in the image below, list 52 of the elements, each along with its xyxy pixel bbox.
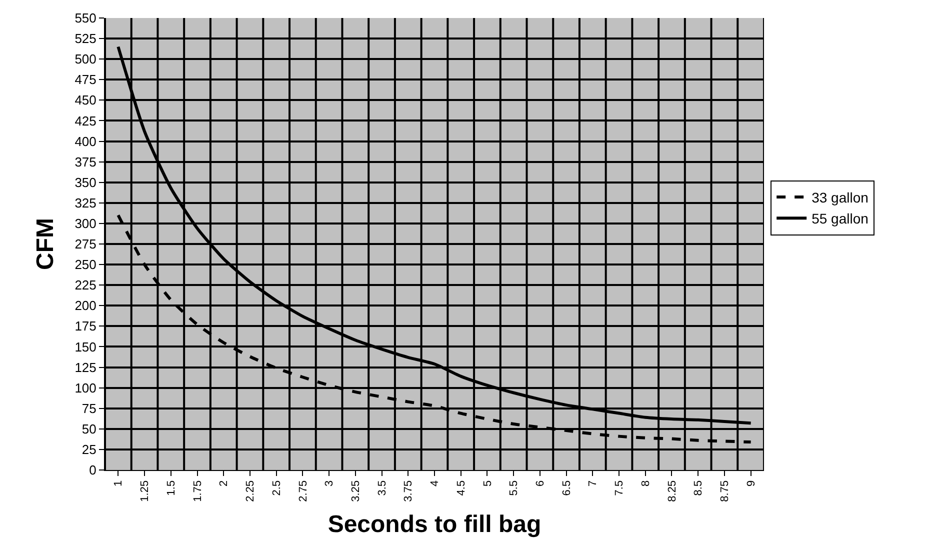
x-tick-label: 1.5 — [165, 480, 178, 496]
x-tick-label: 4 — [429, 480, 442, 487]
x-tick-label: 2.5 — [270, 480, 283, 496]
x-tick-label: 1.75 — [192, 480, 204, 502]
legend-label: 33 gallon — [812, 189, 868, 206]
x-tick-label: 4.5 — [455, 480, 468, 496]
x-tick-label: 8 — [640, 480, 652, 487]
y-tick-label: 375 — [74, 154, 96, 170]
y-tick-label: 75 — [82, 400, 96, 416]
y-tick-label: 300 — [74, 216, 96, 231]
y-tick-label: 175 — [74, 318, 96, 334]
y-tick-label: 350 — [74, 174, 96, 190]
y-tick-label: 275 — [74, 236, 96, 252]
x-tick-label: 2.75 — [297, 480, 310, 502]
x-tick-label: 7.5 — [614, 480, 626, 496]
y-tick-label: 150 — [74, 339, 96, 354]
y-tick-label: 250 — [74, 257, 96, 272]
x-tick-label: 3 — [324, 480, 336, 487]
y-tick-label: 25 — [82, 442, 96, 457]
x-axis-title: Seconds to fill bag — [328, 511, 542, 538]
legend-label: 55 gallon — [812, 210, 868, 227]
y-tick-label: 200 — [74, 298, 96, 314]
x-tick-label: 8.5 — [692, 480, 705, 496]
x-tick-label: 5.5 — [508, 480, 520, 496]
y-tick-label: 550 — [74, 10, 96, 26]
y-tick-label: 525 — [74, 31, 96, 46]
x-tick-label: 1.25 — [139, 480, 152, 502]
x-tick-label: 6.5 — [560, 480, 573, 496]
x-tick-label: 3.25 — [350, 480, 362, 502]
y-tick-label: 100 — [74, 380, 96, 396]
y-tick-label: 425 — [74, 113, 96, 128]
x-tick-label: 3.75 — [402, 480, 415, 502]
y-tick-label: 500 — [74, 52, 96, 67]
x-tick-label: 6 — [534, 480, 547, 487]
x-tick-label: 8.75 — [719, 480, 732, 502]
y-tick-label: 125 — [74, 360, 96, 375]
y-tick-label: 0 — [89, 462, 96, 478]
y-tick-label: 50 — [82, 421, 96, 436]
x-tick-label: 7 — [587, 480, 600, 487]
x-tick-label: 2.25 — [244, 480, 257, 502]
y-axis-title: CFM — [32, 218, 59, 270]
x-tick-label: 3.5 — [376, 480, 388, 496]
y-tick-label: 450 — [74, 92, 96, 108]
y-tick-label: 225 — [74, 278, 96, 293]
y-tick-label: 400 — [74, 134, 96, 149]
x-tick-label: 2 — [218, 480, 230, 487]
x-tick-label: 1 — [112, 480, 125, 487]
x-tick-label: 8.25 — [666, 480, 678, 502]
x-tick-label: 9 — [745, 480, 758, 487]
x-tick-label: 5 — [482, 480, 494, 487]
y-tick-label: 325 — [74, 195, 96, 210]
y-tick-label: 475 — [74, 72, 96, 88]
